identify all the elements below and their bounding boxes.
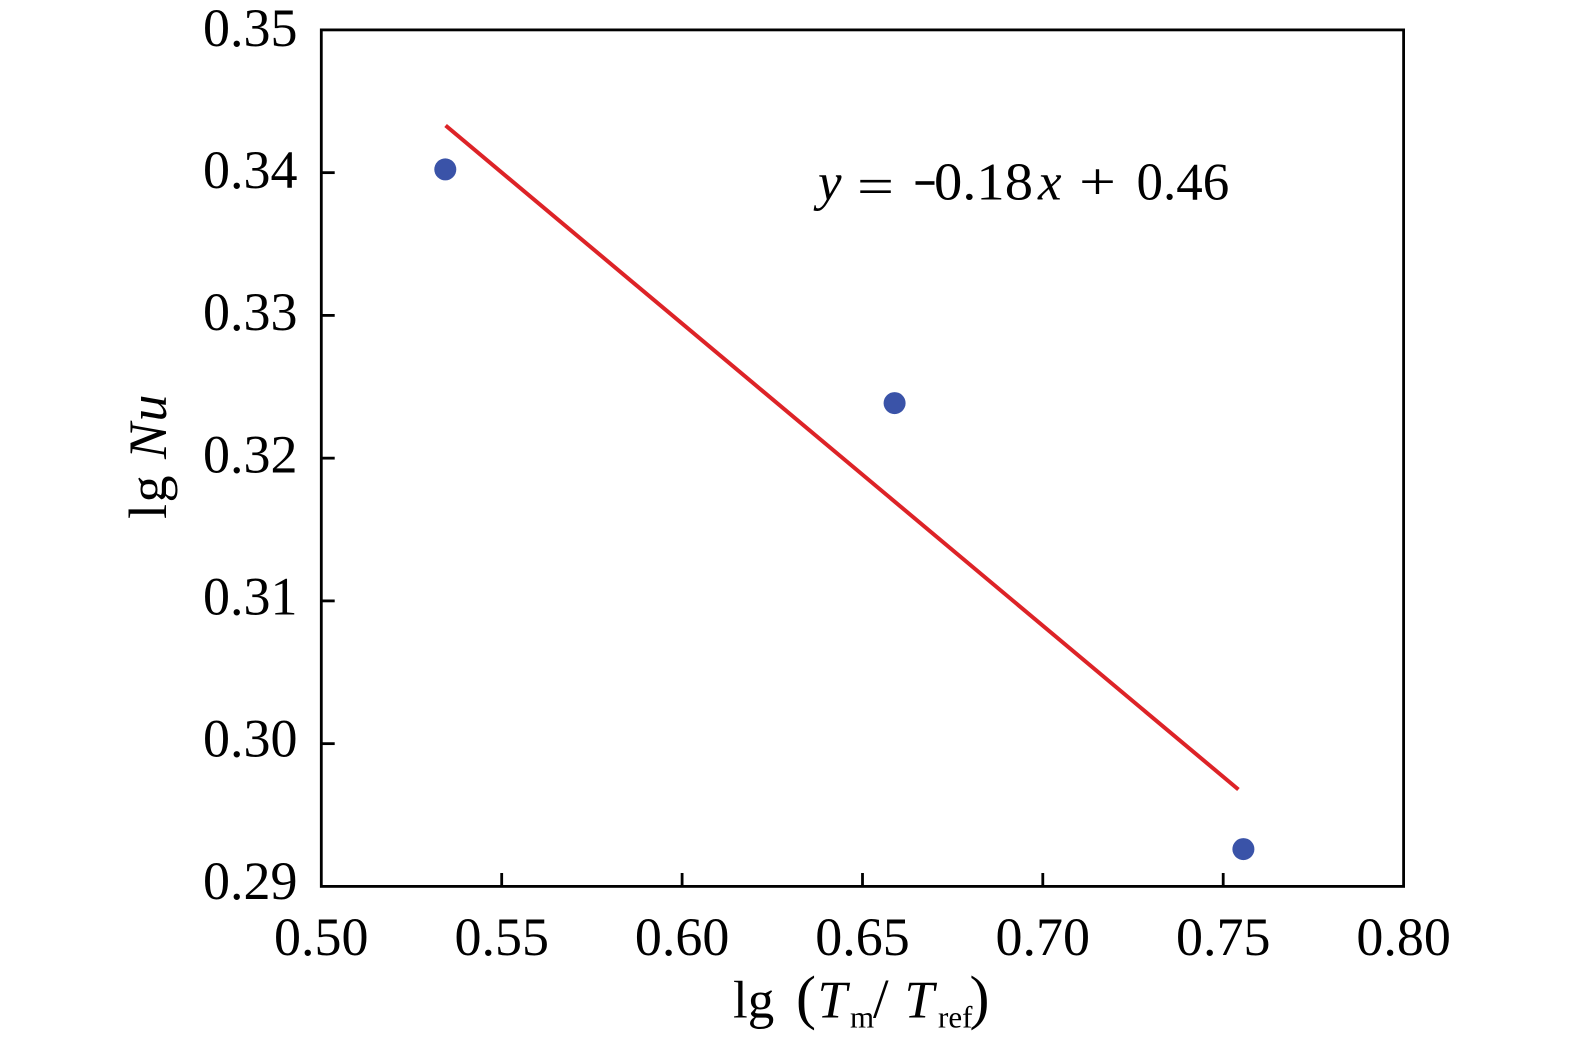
svg-text:0.30: 0.30 [203,709,298,769]
svg-text:0.29: 0.29 [203,851,298,911]
svg-text:lg Nu: lg Nu [118,393,178,519]
svg-text:0.31: 0.31 [203,567,298,627]
svg-text:0.32: 0.32 [203,424,298,484]
svg-text:0.35: 0.35 [203,0,298,58]
svg-text:0.75: 0.75 [1176,907,1271,967]
svg-text:0.70: 0.70 [996,907,1091,967]
svg-text:y=0.18x+0.46: y = 0.18x +0.46 [813,154,1229,216]
svg-text:0.65: 0.65 [815,907,910,967]
svg-text:0.80: 0.80 [1356,907,1451,967]
svg-text:0.34: 0.34 [203,140,298,200]
svg-text:0.50: 0.50 [274,907,369,967]
svg-text:0.33: 0.33 [203,282,298,342]
svg-text:0.55: 0.55 [454,907,549,967]
svg-text:0.60: 0.60 [635,907,730,967]
